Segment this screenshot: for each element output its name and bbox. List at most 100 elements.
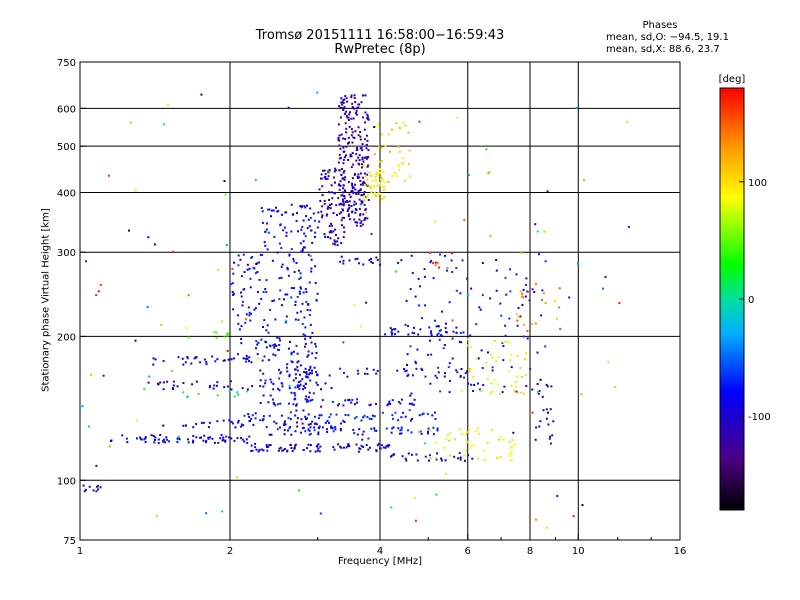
data-point [465,449,468,452]
data-point [289,340,291,343]
data-point [489,353,492,356]
data-point [246,441,249,444]
data-point [382,446,385,449]
data-point [354,221,357,224]
data-point [283,298,285,301]
data-point [257,291,259,294]
data-point [248,314,251,317]
data-point [307,443,310,446]
data-point [626,121,629,124]
data-point [197,393,200,396]
data-point [254,272,257,275]
data-point [314,282,317,284]
data-point [332,230,335,233]
data-point [342,209,344,212]
data-point [346,100,349,103]
data-point [195,356,198,359]
data-point [321,194,324,197]
data-point [363,156,366,159]
data-point [423,275,426,278]
data-point [475,323,478,326]
data-point [314,450,317,453]
data-point [366,173,369,176]
data-point [376,444,379,447]
data-point [446,266,449,269]
data-point [186,357,189,360]
data-point [347,116,350,119]
data-point [286,293,289,296]
data-point [367,115,370,118]
data-point [400,416,403,419]
data-point [347,414,350,417]
data-point [214,360,217,363]
data-point [477,427,480,430]
data-point [510,353,513,356]
data-point [302,219,305,222]
data-point [324,173,327,175]
data-point [241,423,244,426]
data-point [182,391,185,394]
data-point [524,358,526,361]
data-point [95,464,98,467]
data-point [237,264,240,267]
data-point [353,432,356,435]
data-point [536,383,539,385]
data-point [413,403,415,406]
data-point [340,133,343,136]
data-point [301,302,304,305]
data-point [248,311,251,314]
data-point [153,439,156,441]
data-point [377,442,380,445]
data-point [309,323,312,326]
data-point [408,409,411,412]
data-point [308,369,311,371]
data-point [348,259,351,262]
data-point [362,430,365,433]
data-point [172,384,175,387]
data-point [200,436,203,439]
data-point [289,418,292,421]
data-point [451,319,454,322]
data-point [294,414,297,417]
data-point [362,94,365,97]
data-point [321,205,324,208]
data-point [284,226,286,229]
data-point [215,337,218,340]
data-point [283,433,286,436]
data-point [328,421,330,424]
data-point [152,363,155,366]
data-point [313,366,316,369]
data-point [361,143,364,146]
data-point [338,134,341,137]
data-point [453,455,456,458]
data-point [342,262,345,265]
data-point [420,432,423,435]
data-point [481,294,484,297]
phases-header: Phases [642,20,678,31]
data-point [310,258,313,261]
data-point [244,357,247,360]
data-point [387,445,390,448]
data-point [379,182,382,185]
data-point [342,204,345,207]
data-point [331,426,334,429]
data-point [398,150,401,153]
data-point [434,261,437,264]
data-point [400,398,403,401]
data-point [352,163,355,166]
data-point [237,419,240,422]
data-point [385,445,388,448]
data-point [267,359,270,361]
data-point [375,450,378,453]
data-point [390,333,393,336]
data-point [278,298,281,301]
data-point [294,386,297,389]
data-point [339,116,342,119]
data-point [319,200,322,202]
data-point [362,116,365,119]
data-point [414,496,416,499]
data-point [495,269,498,272]
data-point [411,417,414,420]
data-point [240,437,242,439]
data-point [321,169,324,172]
